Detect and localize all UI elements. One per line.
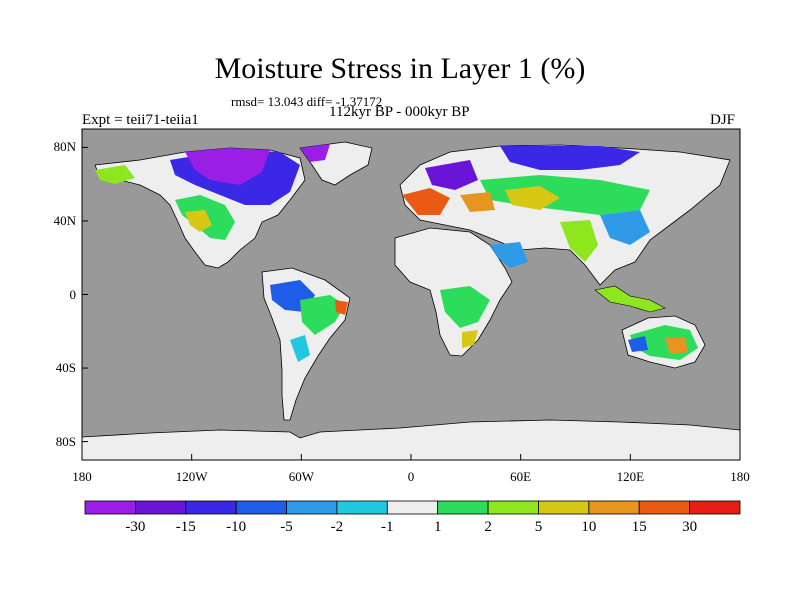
colorbar-swatch (134, 500, 187, 515)
x-tick-label: 180 (72, 469, 92, 484)
colorbar-label: -5 (280, 519, 293, 535)
siberia-blue-patch (500, 146, 640, 170)
season-label: DJF (710, 112, 736, 128)
y-tick-label: 40S (55, 360, 76, 376)
north-america-yellow-patch (185, 210, 212, 232)
middle-east-blue-patch (490, 242, 528, 268)
colorbar-label: 15 (631, 519, 647, 535)
colorbar-label: -10 (226, 519, 247, 535)
y-tick-label: 40N (53, 212, 76, 228)
colorbar-label: 1 (433, 519, 442, 535)
period-text: 112kyr BP - 000kyr BP (329, 104, 470, 120)
colorbar-label: 2 (484, 519, 492, 535)
colorbar-swatch (437, 500, 489, 515)
colorbar-label: -2 (330, 519, 344, 535)
y-tick-label: 80N (53, 139, 76, 155)
colorbar-label: 30 (682, 519, 698, 535)
south-asia-green-patch (560, 220, 598, 262)
colorbar-swatch (286, 500, 338, 515)
stats-text: rmsd= 13.043 diff= -1.37172 (231, 94, 383, 109)
colorbar-swatch (487, 500, 539, 515)
colorbar-label: -30 (125, 519, 146, 535)
scandinavia-purple-patch (425, 160, 478, 190)
africa-green-patch (440, 286, 490, 328)
colorbar-swatch (336, 500, 388, 515)
x-tick-label: 60E (510, 469, 532, 484)
x-tick-label: 60W (288, 469, 314, 484)
colorbar-label: 10 (581, 519, 597, 535)
south-america-orange-patch (335, 300, 348, 315)
colorbar-swatch (538, 500, 590, 515)
colorbar-swatch (84, 500, 136, 515)
colorbar-swatch (235, 500, 287, 515)
y-tick-label: 0 (69, 286, 77, 302)
asia-yellow-patch (505, 186, 560, 210)
africa-yellow-patch (462, 330, 478, 348)
antarctica-landmass (82, 419, 740, 460)
south-america-green-patch (300, 295, 345, 335)
asia-orange-patch (460, 192, 495, 212)
colorbar-label: 5 (534, 519, 543, 535)
greenland-purple-patch (300, 144, 330, 162)
colorbar-swatch (638, 500, 691, 515)
x-tick-label: 120E (616, 469, 645, 484)
maritime-continent (594, 285, 666, 313)
map-title: Moisture Stress in Layer 1 (%) (214, 52, 586, 85)
y-tick-label: 80S (55, 433, 76, 449)
colorbar-swatch (588, 500, 640, 515)
australia-blue-patch (628, 336, 648, 352)
east-asia-blue-patch (600, 210, 650, 245)
europe-red-patch (402, 188, 450, 215)
x-tick-marks (81, 454, 741, 460)
alaska-green-patch (95, 165, 135, 184)
colorbar (84, 500, 741, 515)
y-tick-marks (82, 146, 88, 443)
australia-orange-patch (665, 338, 688, 354)
x-tick-label: 120W (175, 469, 208, 484)
south-america-cyan-patch (290, 335, 310, 362)
experiment-label: Expt = teii71-teiia1 (82, 112, 199, 128)
colorbar-label: -15 (175, 519, 196, 535)
colorbar-swatch (689, 500, 741, 515)
x-tick-label: 0 (407, 469, 415, 484)
colorbar-swatch (185, 500, 237, 515)
north-america-purple-patch (185, 148, 270, 185)
colorbar-swatch (386, 500, 439, 515)
colorbar-label: -1 (381, 519, 394, 535)
x-tick-label: 180 (730, 469, 750, 484)
